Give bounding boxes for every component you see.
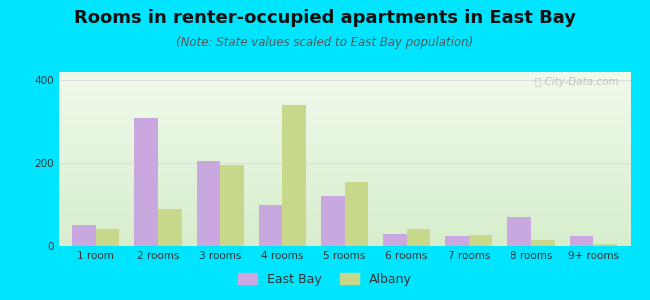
Bar: [569, 236, 593, 246]
Bar: [593, 244, 617, 246]
Bar: [407, 229, 430, 246]
Bar: [469, 235, 493, 246]
Bar: [282, 105, 306, 246]
Bar: [508, 217, 531, 246]
Text: (Note: State values scaled to East Bay population): (Note: State values scaled to East Bay p…: [176, 36, 474, 49]
Legend: East Bay, Albany: East Bay, Albany: [233, 268, 417, 291]
Bar: [445, 236, 469, 246]
Bar: [383, 234, 407, 246]
Bar: [96, 230, 120, 246]
Bar: [220, 165, 244, 246]
Bar: [72, 225, 96, 246]
Bar: [259, 205, 282, 246]
Bar: [531, 240, 554, 246]
Text: Rooms in renter-occupied apartments in East Bay: Rooms in renter-occupied apartments in E…: [74, 9, 576, 27]
Bar: [158, 209, 181, 246]
Bar: [344, 182, 368, 246]
Bar: [196, 161, 220, 246]
Bar: [135, 118, 158, 246]
Text: ⓘ City-Data.com: ⓘ City-Data.com: [536, 77, 619, 87]
Bar: [321, 196, 345, 246]
